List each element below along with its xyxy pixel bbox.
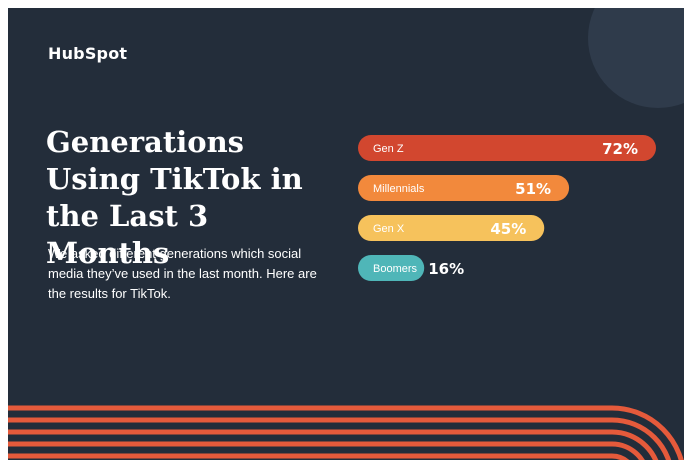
bar-group-boomers: Boomers 16%: [358, 255, 464, 281]
value-label: 45%: [490, 220, 526, 238]
value-label: 51%: [515, 180, 551, 198]
stripe-4: [8, 441, 645, 460]
stripe-5: [8, 453, 630, 460]
bar-group-gen-x: Gen X 45%: [358, 215, 545, 241]
page-title: Generations Using TikTok in the Last 3 M…: [46, 125, 303, 270]
stripe-2: [8, 417, 672, 460]
bar: [358, 215, 545, 241]
decorative-stripes: [8, 405, 684, 460]
value-label: 16%: [428, 260, 464, 278]
bar: [358, 135, 656, 161]
stripe-1: [8, 405, 684, 460]
bar-group-gen-z: Gen Z 72%: [358, 135, 656, 161]
bar: [358, 175, 570, 201]
bar: [358, 255, 425, 281]
value-label: 72%: [602, 140, 638, 158]
bar-chart: Gen Z 72% Millennials 51% Gen X 45% Boomers 16%: [358, 135, 656, 281]
category-label: Millennials: [373, 183, 425, 195]
description-text: We asked different generations which soc…: [48, 246, 317, 301]
category-label: Gen Z: [373, 143, 404, 155]
hubspot-logo: HubSpot: [48, 44, 128, 63]
bar-group-millennials: Millennials 51%: [358, 175, 570, 201]
category-label: Gen X: [373, 223, 405, 235]
category-label: Boomers: [373, 263, 418, 275]
stripe-3: [8, 429, 659, 460]
infographic-card: HubSpot Generations Using TikTok in the …: [8, 8, 684, 460]
